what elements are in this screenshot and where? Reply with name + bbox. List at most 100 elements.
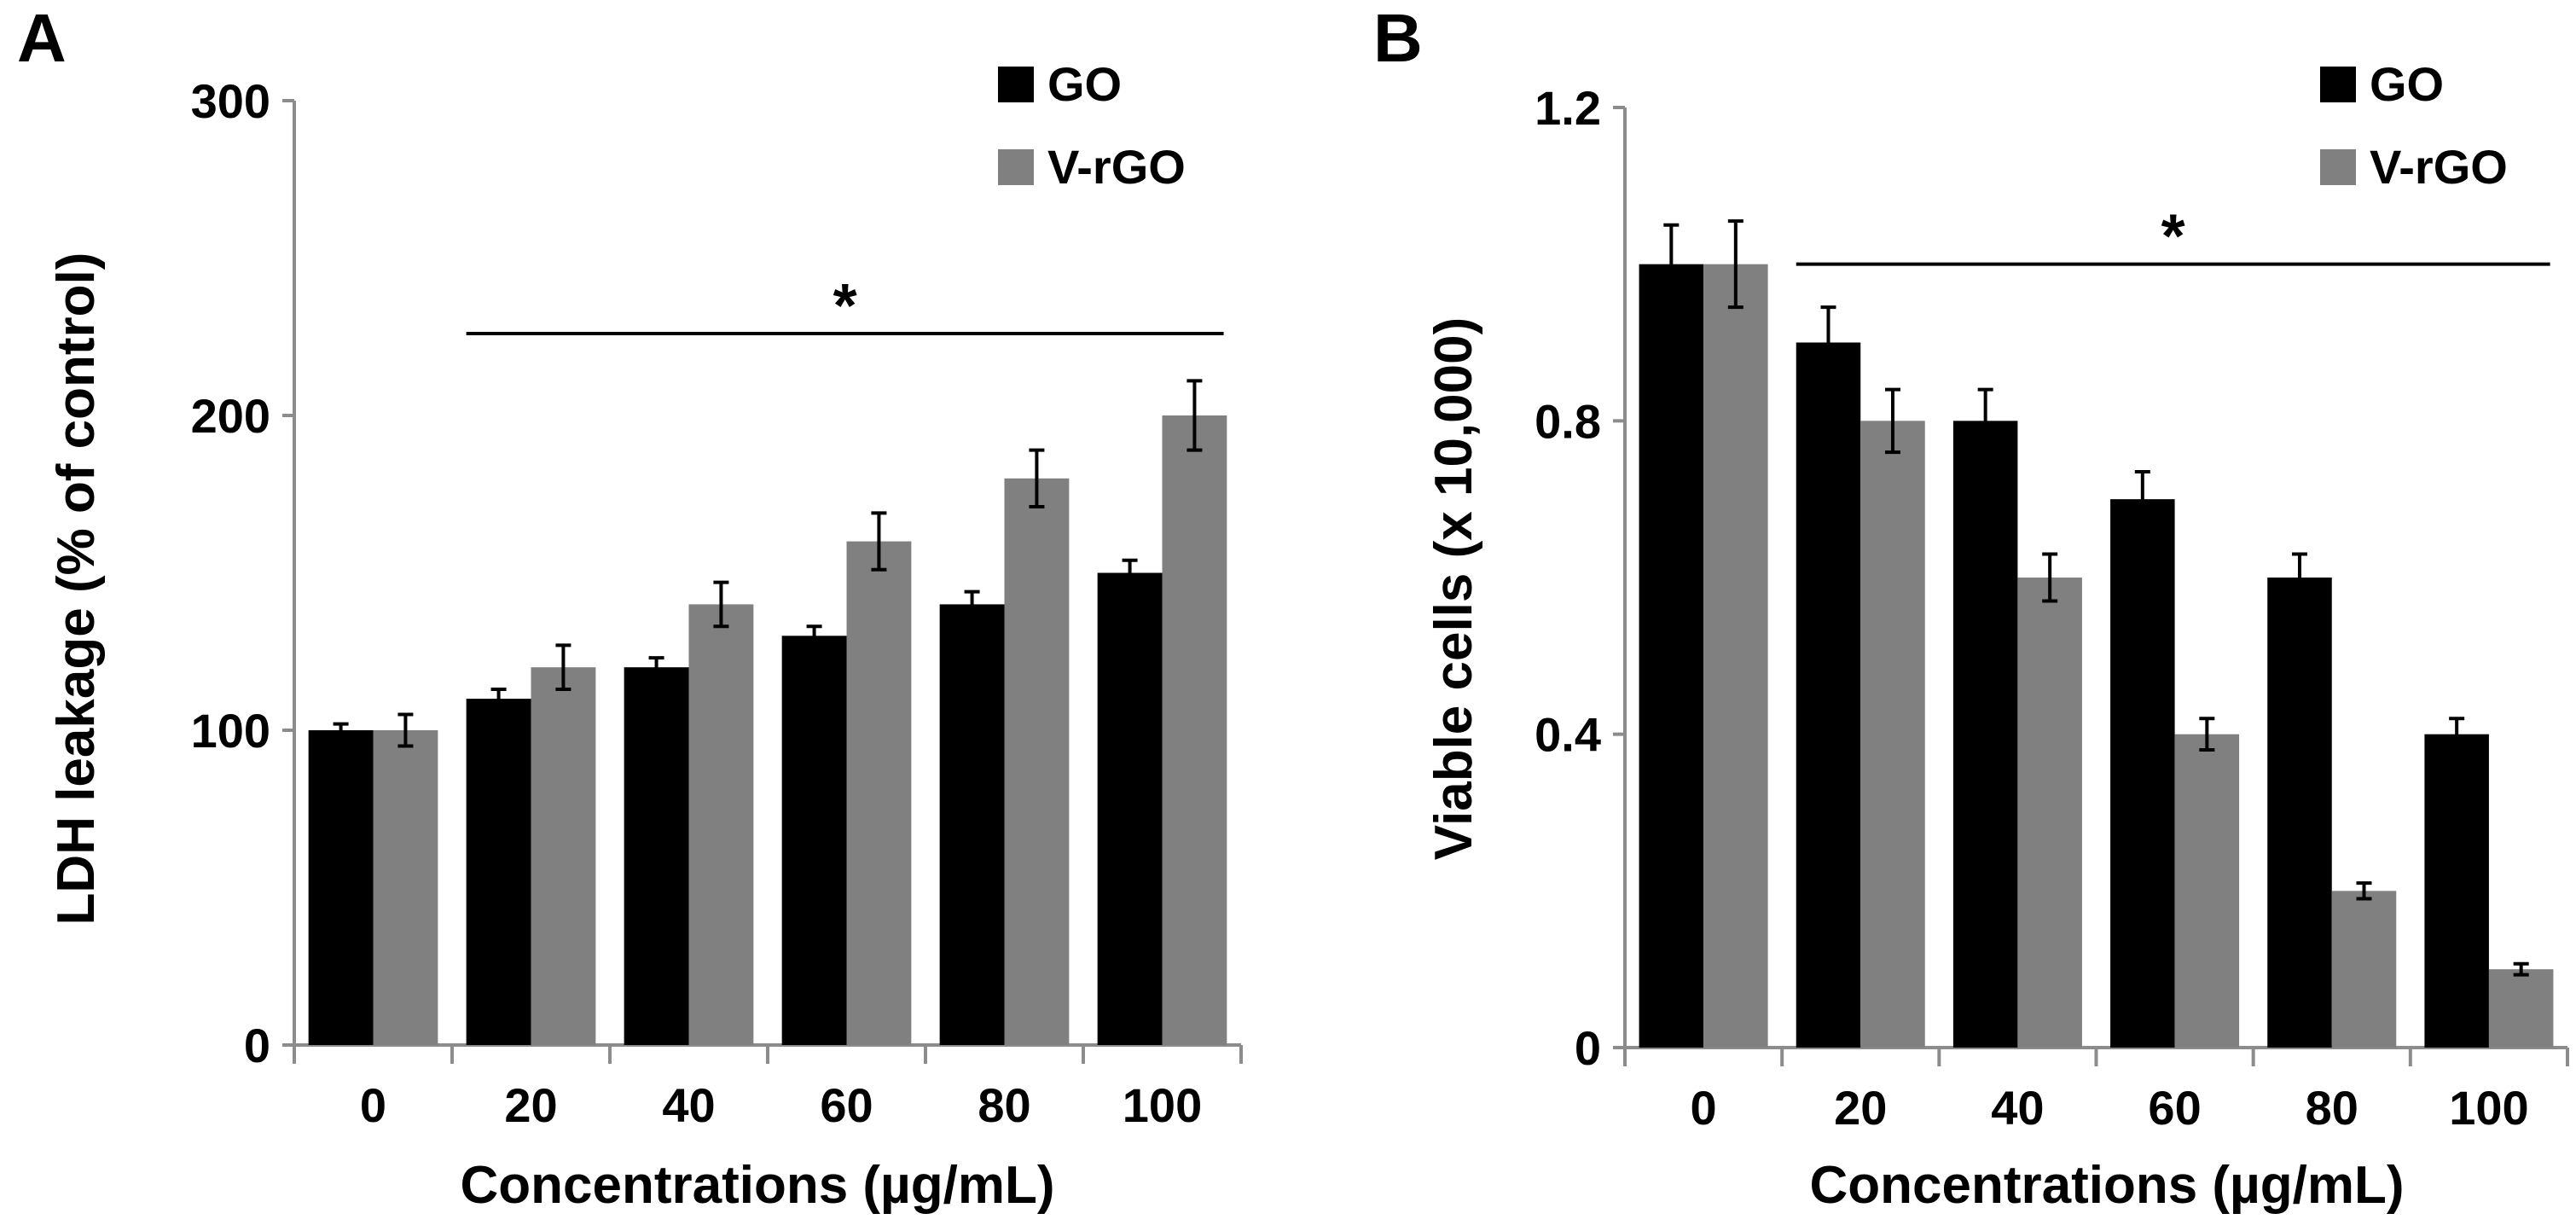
y-tick-label: 200 [191, 389, 270, 443]
bar-v-rgo-60 [2174, 734, 2240, 1048]
y-tick-label: 1.2 [1535, 81, 1601, 135]
bar-v-rgo-20 [531, 667, 596, 1045]
error-bar [806, 624, 822, 647]
error-bar [2356, 881, 2372, 901]
error-bar [490, 688, 507, 711]
panel-a-axes [282, 99, 1243, 1064]
panel-b-y-axis-title: Viable cells (x 10,000) [1424, 317, 1483, 861]
x-tick-label: 100 [1123, 1078, 1202, 1132]
legend-label-v-rgo: V-rGO [2370, 140, 2508, 194]
x-tick-label: 80 [978, 1078, 1030, 1132]
bar-v-rgo-80 [1004, 478, 1070, 1045]
y-tick-label: 0 [244, 1019, 270, 1072]
error-bar [2513, 961, 2529, 977]
x-tick-label: 40 [662, 1078, 715, 1132]
error-bar [2199, 717, 2215, 752]
x-tick-label: 60 [2148, 1081, 2201, 1135]
bar-v-rgo-100 [1162, 415, 1227, 1045]
panel-a-x-tick-labels: 0 20 40 60 80 100 [360, 1078, 1202, 1132]
bar-v-rgo-60 [846, 541, 912, 1045]
bar-v-rgo-0 [1703, 264, 1768, 1048]
panel-b: B 0 0.4 0.8 1.2 0 20 40 60 80 100 Viable cells (… [1373, 0, 2569, 1215]
legend-swatch-v-rgo [2320, 149, 2356, 185]
y-tick-label: 0 [1575, 1021, 1601, 1075]
bar-v-rgo-20 [1860, 421, 1925, 1048]
significance-star: * [833, 272, 857, 340]
error-bar [555, 643, 571, 692]
bar-go-0 [1639, 264, 1704, 1048]
panel-b-x-tick-labels: 0 20 40 60 80 100 [1691, 1081, 2529, 1135]
x-tick-label: 20 [504, 1078, 557, 1132]
panel-b-legend: GO V-rGO [2320, 57, 2508, 194]
error-bar [1186, 379, 1203, 452]
error-bar [1885, 387, 1900, 455]
error-bar [397, 712, 414, 748]
x-tick-label: 0 [360, 1078, 386, 1132]
panel-b-bars [1639, 264, 2554, 1048]
panel-a-legend: GO V-rGO [998, 57, 1186, 194]
x-tick-label: 20 [1834, 1081, 1887, 1135]
panel-label-b: B [1373, 0, 1423, 76]
bar-go-20 [466, 699, 531, 1045]
bar-go-80 [2267, 578, 2332, 1048]
significance-star: * [2161, 203, 2185, 271]
error-bar [333, 722, 349, 739]
panel-label-a: A [17, 0, 67, 76]
panel-a: A 0 100 200 300 0 20 40 60 80 100 LDH leakage (%… [17, 0, 1243, 1215]
panel-b-axes [1613, 106, 2569, 1066]
panel-a-significance: * [466, 272, 1224, 340]
bar-v-rgo-100 [2488, 969, 2554, 1048]
panel-b-significance: * [1796, 203, 2550, 271]
panel-a-y-tick-labels: 0 100 200 300 [191, 74, 270, 1072]
y-tick-label: 300 [191, 74, 270, 128]
error-bar [1977, 387, 1993, 455]
bar-go-20 [1796, 342, 1861, 1048]
bar-go-60 [2110, 499, 2175, 1048]
error-bar [1029, 448, 1045, 509]
panel-a-y-axis-title: LDH leakage (% of control) [47, 253, 106, 926]
bar-v-rgo-0 [373, 730, 438, 1045]
bar-go-100 [2424, 734, 2489, 1048]
panel-a-bars [308, 415, 1227, 1045]
error-bar [1727, 219, 1743, 310]
error-bar [1122, 558, 1138, 588]
bar-go-80 [939, 604, 1005, 1045]
error-bar [2134, 470, 2150, 529]
error-bar [871, 511, 887, 572]
legend-label-go: GO [1047, 57, 1122, 111]
legend-label-v-rgo: V-rGO [1047, 140, 1186, 194]
error-bar [1663, 223, 1680, 305]
panel-b-y-tick-labels: 0 0.4 0.8 1.2 [1535, 81, 1601, 1075]
x-tick-label: 0 [1691, 1081, 1717, 1135]
bar-v-rgo-40 [2017, 578, 2082, 1048]
error-bar [713, 580, 729, 629]
bar-v-rgo-40 [688, 604, 754, 1045]
x-tick-label: 60 [820, 1078, 873, 1132]
y-tick-label: 0.8 [1535, 394, 1601, 448]
error-bar [964, 589, 980, 619]
error-bar [2292, 552, 2307, 603]
panel-b-x-axis-title: Concentrations (µg/mL) [1809, 1156, 2404, 1215]
panel-a-x-axis-title: Concentrations (µg/mL) [460, 1156, 1054, 1215]
bar-go-40 [624, 667, 689, 1045]
legend-swatch-go [2320, 67, 2356, 102]
y-tick-label: 100 [191, 704, 270, 758]
bar-go-100 [1097, 572, 1163, 1045]
y-tick-label: 0.4 [1535, 708, 1601, 762]
x-tick-label: 40 [1991, 1081, 2044, 1135]
error-bar [648, 656, 664, 679]
bar-go-0 [308, 730, 374, 1045]
error-bar [2449, 717, 2465, 752]
legend-swatch-v-rgo [998, 149, 1034, 185]
x-tick-label: 80 [2306, 1081, 2358, 1135]
bar-go-40 [1952, 421, 2018, 1048]
bar-v-rgo-80 [2331, 891, 2397, 1048]
error-bar [1820, 305, 1836, 380]
panel-a-error-bars [333, 379, 1203, 748]
bar-go-60 [781, 636, 847, 1045]
x-tick-label: 100 [2449, 1081, 2528, 1135]
legend-label-go: GO [2370, 57, 2444, 111]
error-bar [2042, 552, 2058, 603]
legend-swatch-go [998, 67, 1034, 102]
